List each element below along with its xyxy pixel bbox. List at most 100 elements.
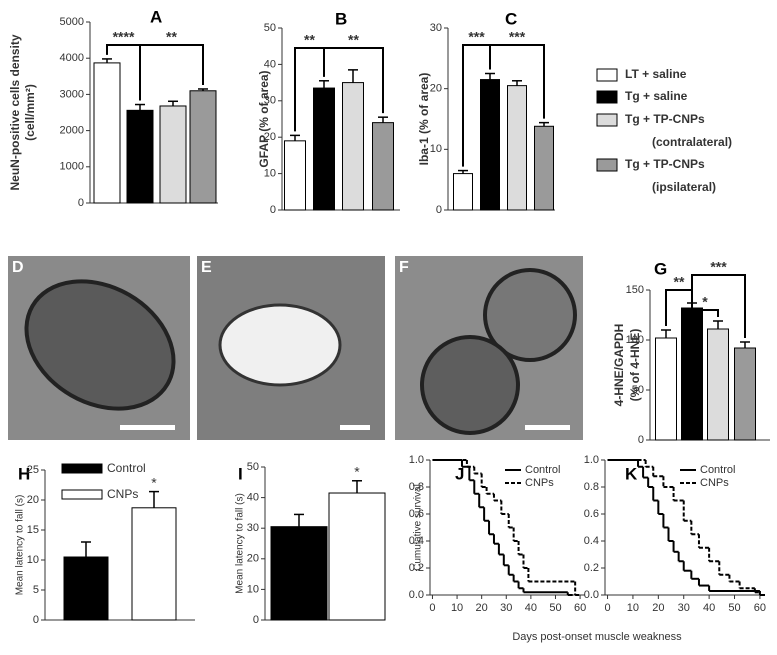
y-tick-label: 20: [247, 553, 259, 565]
y-tick-label: 10: [430, 143, 442, 155]
y-tick-label: 4000: [60, 52, 84, 64]
y-tick-label: 0: [436, 204, 442, 216]
panel-label: K: [625, 464, 638, 483]
x-axis-label: Days post-onset muscle weakness: [512, 631, 682, 643]
bar: [453, 173, 473, 211]
y-tick-label: 2000: [60, 125, 84, 137]
significance-bracket: [489, 44, 545, 119]
significance: **: [674, 274, 685, 290]
legend-label: Control: [525, 464, 560, 476]
x-tick-label: 0: [604, 602, 610, 614]
significance: ***: [710, 259, 727, 275]
y-tick-label: 150: [626, 284, 644, 296]
y-tick-label: 30: [247, 522, 259, 534]
legend-label: Tg + TP-CNPs: [625, 157, 705, 171]
bar: [284, 140, 306, 211]
significance: ****: [113, 29, 135, 45]
legend-note: (contralateral): [652, 135, 732, 149]
y-tick-label: 20: [430, 83, 442, 95]
y-tick-label: 3000: [60, 88, 84, 100]
significance: ***: [509, 29, 526, 45]
y-tick-label: 1.0: [584, 454, 599, 466]
bar: [93, 62, 121, 204]
panel-label: E: [201, 259, 212, 276]
bar: [480, 79, 500, 211]
y-tick-label: 0.8: [409, 481, 424, 493]
legend-label: LT + saline: [625, 67, 687, 81]
y-tick-label: 50: [247, 461, 259, 473]
bar: [372, 122, 394, 211]
legend-swatch: [61, 463, 103, 474]
panel-label: D: [12, 259, 24, 276]
significance-bracket: [691, 299, 719, 317]
legend-note: (ipsilateral): [652, 180, 716, 194]
bar: [126, 109, 154, 204]
legend-label: CNPs: [525, 477, 554, 489]
x-tick-label: 0: [429, 602, 435, 614]
bar: [63, 556, 109, 621]
legend-swatch: [61, 489, 103, 500]
significance-bracket: [691, 274, 746, 338]
x-tick-label: 40: [703, 602, 715, 614]
y-tick-label: 15: [27, 524, 39, 536]
y-axis-label: 4-HNE/GAPDH: [612, 324, 626, 407]
legend-label: CNPs: [107, 487, 138, 501]
y-tick-label: 20: [27, 494, 39, 506]
y-tick-label: 0.6: [584, 508, 599, 520]
x-tick-label: 30: [500, 602, 512, 614]
y-tick-label: 0.0: [409, 589, 424, 601]
y-tick-label: 0: [638, 434, 644, 446]
mitochondrion: [420, 335, 520, 435]
legend-label: Control: [700, 464, 735, 476]
x-tick-label: 60: [574, 602, 586, 614]
mitochondrion: [218, 303, 342, 387]
y-tick-label: 0.2: [409, 562, 424, 574]
significance: **: [348, 32, 359, 48]
y-tick-label: 0.4: [409, 535, 424, 547]
y-axis-label: Iba-1 (% of area): [417, 73, 431, 166]
bar: [707, 328, 729, 441]
bar: [655, 337, 677, 441]
legend-swatch: [596, 68, 618, 82]
y-tick-label: 5: [33, 584, 39, 596]
y-tick-label: 0.8: [584, 481, 599, 493]
y-tick-label: 20: [264, 131, 276, 143]
y-tick-label: 40: [264, 58, 276, 70]
panel-label: A: [150, 7, 162, 26]
legend-label: CNPs: [700, 477, 729, 489]
y-axis-label: Mean latency to fall (s): [235, 493, 246, 594]
legend-swatch: [596, 90, 618, 104]
micrographs: [8, 256, 583, 440]
x-tick-label: 60: [754, 602, 766, 614]
bar: [131, 507, 177, 621]
significance: **: [304, 32, 315, 48]
y-tick-label: 0: [78, 197, 84, 209]
x-tick-label: 30: [678, 602, 690, 614]
significance: **: [166, 29, 177, 45]
x-tick-label: 40: [525, 602, 537, 614]
x-tick-label: 10: [451, 602, 463, 614]
y-tick-label: 100: [626, 334, 644, 346]
legend-label: Tg + saline: [625, 89, 688, 103]
x-tick-label: 50: [549, 602, 561, 614]
y-tick-label: 30: [430, 22, 442, 34]
y-axis-label: NeuN-positive cells density: [8, 34, 22, 190]
y-axis-label: Mean latency to fall (s): [15, 495, 26, 596]
mitochondrion: [483, 268, 577, 362]
y-axis-label: (cell/mm²): [23, 84, 37, 141]
x-tick-label: 10: [627, 602, 639, 614]
legend-swatch: [596, 113, 618, 127]
scale-bar: [340, 425, 370, 430]
y-tick-label: 0: [253, 614, 259, 626]
y-tick-label: 10: [264, 168, 276, 180]
y-axis-label: GFAP (% of area): [257, 70, 271, 167]
y-tick-label: 5000: [60, 16, 84, 28]
bar: [534, 125, 554, 211]
bar: [159, 105, 187, 204]
bar: [734, 347, 756, 441]
significance-bracket: [323, 47, 384, 114]
significance-bracket: [139, 44, 204, 101]
panel-label: H: [18, 464, 30, 483]
legend-swatch: [596, 158, 618, 172]
